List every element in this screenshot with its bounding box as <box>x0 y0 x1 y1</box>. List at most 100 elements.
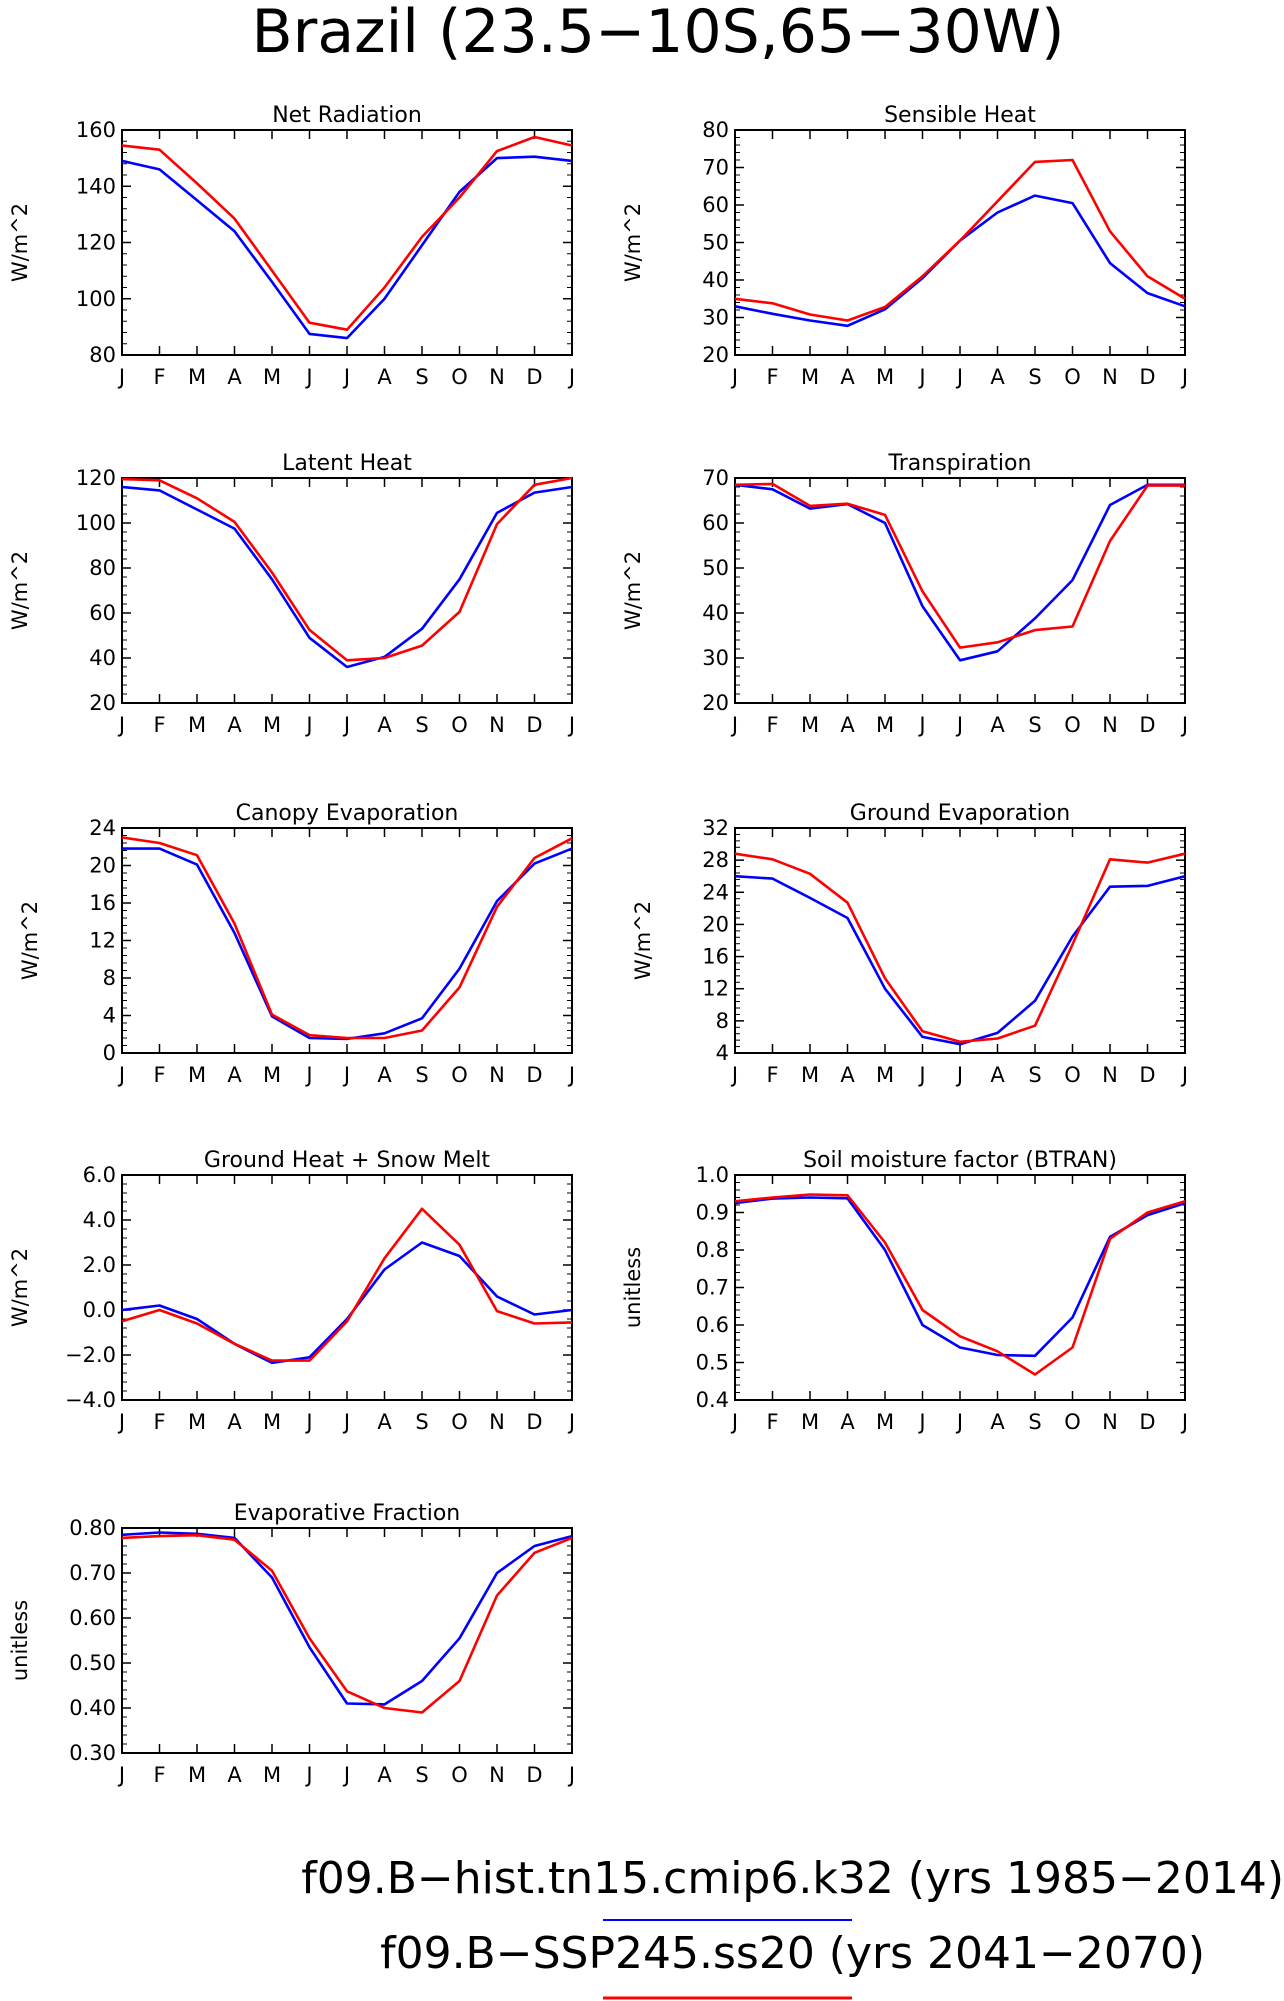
y-tick-label: 40 <box>702 601 729 625</box>
x-tick-label: O <box>1064 713 1081 737</box>
y-tick-label: 4 <box>103 1004 116 1028</box>
legend-label-hist: f09.B−hist.tn15.cmip6.k32 (yrs 1985−2014… <box>301 1853 1284 1904</box>
x-tick-label: J <box>342 1410 350 1434</box>
x-tick-label: J <box>304 1063 312 1087</box>
y-tick-label: 80 <box>89 343 116 367</box>
x-tick-label: F <box>153 1763 165 1787</box>
y-tick-label: 0.40 <box>69 1696 116 1720</box>
x-tick-label: S <box>415 713 428 737</box>
y-tick-label: 24 <box>89 816 116 840</box>
y-tick-label: 160 <box>76 118 116 142</box>
x-tick-label: S <box>1028 1063 1041 1087</box>
x-tick-label: O <box>1064 1410 1081 1434</box>
x-tick-label: N <box>489 365 505 389</box>
x-tick-label: A <box>840 365 855 389</box>
x-tick-label: M <box>876 365 894 389</box>
series-line-ssp <box>121 135 573 332</box>
plot-frame <box>734 477 1186 704</box>
x-tick-label: M <box>188 1763 206 1787</box>
x-tick-label: J <box>567 1763 575 1787</box>
panel-title: Latent Heat <box>282 451 412 476</box>
x-tick-label: F <box>153 1063 165 1087</box>
x-tick-label: J <box>730 1410 738 1434</box>
x-tick-label: N <box>1102 713 1118 737</box>
plot-frame <box>734 129 1186 356</box>
x-tick-label: F <box>766 1410 778 1434</box>
y-tick-label: 24 <box>702 880 729 904</box>
y-tick-label: 8 <box>716 1009 729 1033</box>
x-tick-label: N <box>1102 1410 1118 1434</box>
series-line-ssp <box>734 852 1186 1044</box>
y-tick-label: 20 <box>702 691 729 715</box>
x-tick-label: A <box>227 1410 242 1434</box>
plot-frame <box>121 1174 573 1401</box>
legend-label-ssp: f09.B−SSP245.ss20 (yrs 2041−2070) <box>380 1928 1205 1979</box>
y-tick-label: 70 <box>702 466 729 490</box>
x-tick-label: J <box>730 713 738 737</box>
series-line-ssp <box>734 158 1186 322</box>
x-tick-label: O <box>451 365 468 389</box>
x-tick-label: J <box>567 1410 575 1434</box>
x-tick-label: J <box>304 365 312 389</box>
x-tick-label: O <box>451 1410 468 1434</box>
x-tick-label: D <box>526 1410 542 1434</box>
x-tick-label: M <box>876 1410 894 1434</box>
x-tick-label: J <box>917 1063 925 1087</box>
y-tick-label: 2.0 <box>83 1253 116 1277</box>
x-tick-label: M <box>801 1063 819 1087</box>
y-tick-label: 0.7 <box>696 1276 729 1300</box>
x-tick-label: S <box>1028 1410 1041 1434</box>
series-line-hist <box>734 194 1186 328</box>
x-tick-label: A <box>377 365 392 389</box>
x-tick-label: S <box>415 1063 428 1087</box>
x-tick-label: F <box>766 365 778 389</box>
x-tick-label: N <box>489 1063 505 1087</box>
y-tick-label: 60 <box>702 511 729 535</box>
x-tick-label: D <box>1139 365 1155 389</box>
y-axis-label: W/m^2 <box>631 901 655 980</box>
x-tick-label: A <box>990 713 1005 737</box>
y-tick-label: 40 <box>702 268 729 292</box>
series-line-ssp <box>734 1193 1186 1376</box>
series-line-ssp <box>121 836 573 1040</box>
x-tick-label: J <box>1180 713 1188 737</box>
x-tick-label: M <box>876 1063 894 1087</box>
x-tick-label: J <box>117 1410 125 1434</box>
y-axis-label: W/m^2 <box>621 551 645 630</box>
x-tick-label: F <box>153 713 165 737</box>
x-tick-label: M <box>263 365 281 389</box>
series-line-hist <box>121 485 573 669</box>
y-tick-label: 30 <box>702 646 729 670</box>
y-tick-label: 12 <box>702 977 729 1001</box>
x-tick-label: J <box>117 1063 125 1087</box>
y-tick-label: 20 <box>702 912 729 936</box>
x-tick-label: N <box>1102 365 1118 389</box>
x-tick-label: A <box>840 1410 855 1434</box>
x-tick-label: J <box>304 1763 312 1787</box>
x-tick-label: J <box>1180 365 1188 389</box>
y-tick-label: 6.0 <box>83 1163 116 1187</box>
x-tick-label: M <box>801 713 819 737</box>
x-tick-label: J <box>342 713 350 737</box>
series-line-hist <box>121 1241 573 1365</box>
x-tick-label: J <box>917 1410 925 1434</box>
x-tick-label: A <box>377 1063 392 1087</box>
series-line-hist <box>734 1196 1186 1358</box>
y-tick-label: 20 <box>702 343 729 367</box>
y-tick-label: 0 <box>103 1041 116 1065</box>
x-tick-label: J <box>567 365 575 389</box>
panel-title: Soil moisture factor (BTRAN) <box>803 1148 1117 1173</box>
x-tick-label: O <box>1064 365 1081 389</box>
x-tick-label: M <box>263 1763 281 1787</box>
y-tick-label: 8 <box>103 966 116 990</box>
x-tick-label: D <box>526 365 542 389</box>
x-tick-label: A <box>377 713 392 737</box>
y-tick-label: 60 <box>702 193 729 217</box>
x-tick-label: F <box>153 365 165 389</box>
figure-title: Brazil (23.5−10S,65−30W) <box>252 0 1065 67</box>
